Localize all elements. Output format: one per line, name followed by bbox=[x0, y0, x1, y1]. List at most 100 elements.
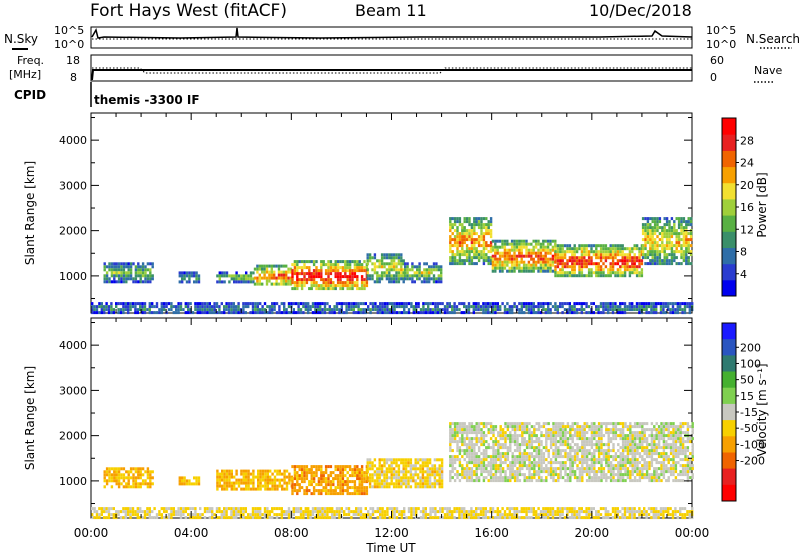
echo-cell bbox=[487, 262, 490, 266]
echo-cell bbox=[108, 476, 111, 480]
echo-cell bbox=[348, 275, 352, 279]
echo-cell bbox=[641, 437, 644, 441]
echo-cell bbox=[641, 431, 644, 435]
echo-cell bbox=[580, 253, 584, 257]
echo-cell bbox=[196, 305, 199, 309]
echo-cell bbox=[465, 473, 469, 477]
echo-cell bbox=[528, 476, 531, 480]
echo-cell bbox=[470, 223, 474, 227]
echo-cell bbox=[395, 256, 398, 260]
echo-cell bbox=[626, 262, 629, 266]
echo-cell bbox=[561, 422, 565, 426]
echo-cell bbox=[223, 484, 226, 488]
echo-cell bbox=[672, 431, 675, 435]
echo-cell bbox=[261, 305, 264, 309]
echo-cell bbox=[348, 474, 352, 478]
echo-cell bbox=[456, 229, 459, 233]
echo-cell bbox=[662, 452, 666, 456]
echo-cell bbox=[542, 446, 546, 450]
echo-cell bbox=[687, 244, 690, 248]
echo-cell bbox=[315, 266, 318, 270]
echo-cell bbox=[599, 311, 603, 315]
echo-cell bbox=[537, 257, 540, 261]
echo-cell bbox=[629, 443, 632, 447]
echo-cell bbox=[368, 467, 372, 471]
echo-cell bbox=[549, 443, 553, 447]
echo-cell bbox=[638, 311, 641, 315]
echo-cell bbox=[230, 274, 233, 278]
echo-cell bbox=[607, 443, 610, 447]
echo-cell bbox=[665, 425, 668, 429]
echo-cell bbox=[298, 474, 301, 478]
echo-cell bbox=[163, 302, 166, 306]
echo-cell bbox=[404, 262, 407, 266]
echo-cell bbox=[480, 250, 483, 254]
echo-cell bbox=[298, 483, 301, 487]
echo-cell bbox=[617, 473, 620, 477]
echo-cell bbox=[465, 256, 469, 260]
echo-cell bbox=[587, 305, 591, 309]
echo-cell bbox=[319, 308, 322, 312]
echo-cell bbox=[451, 440, 454, 444]
echo-cell bbox=[221, 487, 224, 491]
echo-cell bbox=[658, 256, 662, 260]
echo-cell bbox=[542, 269, 545, 273]
noise-tick-bottom-right: 10^0 bbox=[706, 38, 736, 51]
echo-cell bbox=[376, 305, 379, 309]
echo-cell bbox=[317, 492, 321, 496]
echo-cell bbox=[463, 229, 466, 233]
echo-cell bbox=[499, 452, 502, 456]
echo-cell bbox=[542, 425, 546, 429]
echo-cell bbox=[653, 253, 657, 257]
echo-cell bbox=[129, 476, 133, 480]
noise-tick-top-right: 10^5 bbox=[706, 24, 736, 37]
echo-cell bbox=[112, 308, 115, 312]
echo-cell bbox=[509, 476, 512, 480]
echo-cell bbox=[292, 308, 295, 312]
echo-cell bbox=[395, 461, 398, 465]
echo-cell bbox=[334, 468, 337, 472]
echo-cell bbox=[662, 464, 666, 468]
echo-cell bbox=[662, 455, 666, 459]
echo-cell bbox=[501, 443, 505, 447]
echo-cell bbox=[511, 470, 514, 474]
echo-cell bbox=[477, 440, 481, 444]
echo-cell bbox=[333, 311, 336, 315]
echo-cell bbox=[607, 302, 610, 306]
echo-cell bbox=[383, 458, 386, 462]
echo-cell bbox=[436, 470, 439, 474]
echo-cell bbox=[633, 431, 637, 435]
echo-cell bbox=[385, 473, 389, 477]
echo-cell bbox=[636, 431, 639, 435]
echo-cell bbox=[194, 302, 197, 306]
echo-cell bbox=[516, 470, 519, 474]
echo-cell bbox=[440, 265, 443, 269]
echo-cell bbox=[573, 449, 577, 453]
echo-cell bbox=[629, 464, 632, 468]
echo-cell bbox=[341, 477, 345, 481]
echo-cell bbox=[617, 434, 620, 438]
echo-cell bbox=[373, 473, 377, 477]
echo-cell bbox=[482, 476, 486, 480]
echo-cell bbox=[669, 452, 673, 456]
echo-cell bbox=[461, 443, 464, 447]
echo-cell bbox=[542, 248, 545, 252]
echo-cell bbox=[653, 247, 657, 251]
echo-cell bbox=[312, 477, 316, 481]
echo-cell bbox=[518, 461, 522, 465]
echo-cell bbox=[317, 480, 321, 484]
echo-cell bbox=[660, 431, 663, 435]
echo-cell bbox=[528, 428, 531, 432]
echo-cell bbox=[404, 464, 408, 468]
echo-cell bbox=[626, 265, 629, 269]
echo-cell bbox=[590, 259, 593, 263]
echo-cell bbox=[563, 308, 567, 312]
echo-cell bbox=[568, 244, 572, 248]
echo-cell bbox=[407, 302, 411, 306]
echo-cell bbox=[597, 476, 601, 480]
echo-cell bbox=[91, 302, 94, 306]
echo-cell bbox=[669, 464, 673, 468]
echo-cell bbox=[487, 223, 490, 227]
echo-cell bbox=[456, 253, 459, 257]
echo-cell bbox=[165, 302, 168, 306]
